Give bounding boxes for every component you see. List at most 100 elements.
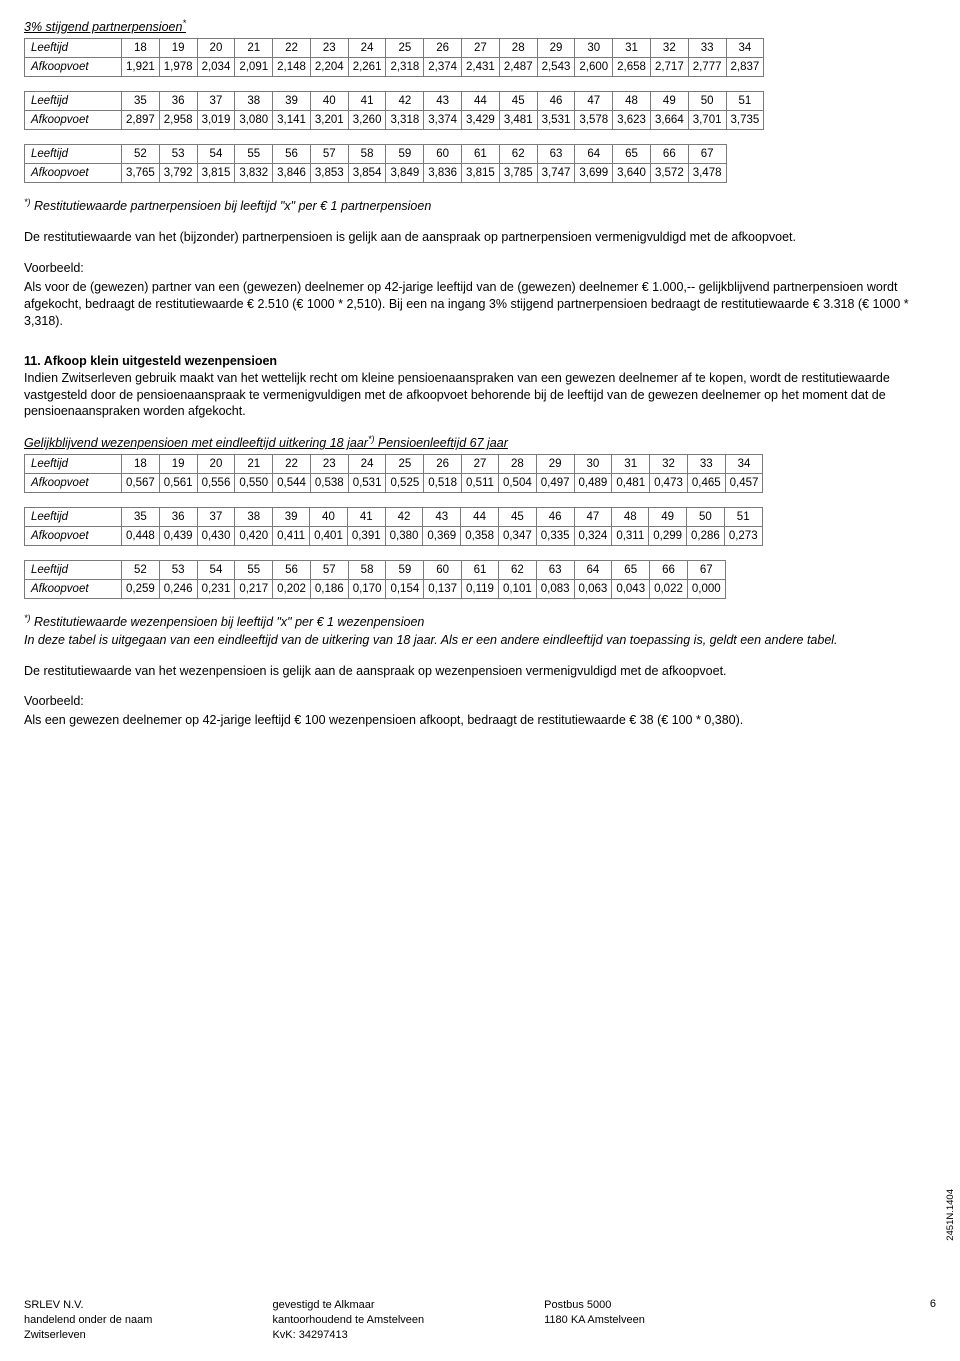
value-cell: 0,497 <box>536 474 574 493</box>
age-cell: 42 <box>386 92 424 111</box>
age-cell: 31 <box>613 39 651 58</box>
age-cell: 57 <box>310 145 348 164</box>
partner-footnote: *) Restitutiewaarde partnerpensioen bij … <box>24 197 936 213</box>
page-number: 6 <box>930 1298 936 1310</box>
data-table: Leeftijd18192021222324252627282930313233… <box>24 454 763 493</box>
data-table: Leeftijd35363738394041424344454647484950… <box>24 507 763 546</box>
partner-footnote-sup: *) <box>24 197 31 207</box>
wezen-tables-container: Leeftijd18192021222324252627282930313233… <box>24 454 936 599</box>
wezen-heading-text: Gelijkblijvend wezenpensioen met eindlee… <box>24 436 368 450</box>
value-cell: 3,701 <box>688 111 726 130</box>
value-cell: 0,556 <box>197 474 235 493</box>
value-cell: 0,299 <box>649 527 687 546</box>
value-cell: 2,374 <box>424 58 462 77</box>
value-cell: 2,204 <box>310 58 348 77</box>
age-cell: 28 <box>498 455 536 474</box>
age-cell: 48 <box>613 92 651 111</box>
age-cell: 46 <box>536 508 574 527</box>
age-cell: 43 <box>424 92 462 111</box>
value-cell: 0,439 <box>159 527 197 546</box>
age-cell: 67 <box>687 561 725 580</box>
value-cell: 0,246 <box>159 580 197 599</box>
age-cell: 52 <box>122 145 160 164</box>
age-cell: 23 <box>310 455 348 474</box>
age-cell: 23 <box>310 39 348 58</box>
age-cell: 59 <box>386 145 424 164</box>
data-table: Leeftijd52535455565758596061626364656667… <box>24 560 726 599</box>
footer-c3-l1: Postbus 5000 <box>544 1298 645 1313</box>
age-cell: 18 <box>122 455 160 474</box>
value-cell: 3,664 <box>650 111 688 130</box>
footer-c3-l2: 1180 KA Amstelveen <box>544 1313 645 1328</box>
value-cell: 3,623 <box>613 111 651 130</box>
value-cell: 0,273 <box>724 527 762 546</box>
age-cell: 58 <box>348 561 386 580</box>
age-cell: 40 <box>310 508 348 527</box>
age-cell: 66 <box>650 145 688 164</box>
value-cell: 3,832 <box>235 164 273 183</box>
age-cell: 31 <box>612 455 650 474</box>
row-label-age: Leeftijd <box>25 561 122 580</box>
age-cell: 25 <box>386 39 424 58</box>
age-cell: 32 <box>650 455 688 474</box>
row-label-value: Afkoopvoet <box>25 580 122 599</box>
value-cell: 0,550 <box>235 474 273 493</box>
age-cell: 19 <box>159 455 197 474</box>
value-cell: 3,019 <box>197 111 235 130</box>
value-cell: 3,318 <box>386 111 424 130</box>
value-cell: 3,747 <box>537 164 575 183</box>
value-cell: 3,572 <box>650 164 688 183</box>
age-cell: 64 <box>575 145 613 164</box>
value-cell: 0,473 <box>650 474 688 493</box>
value-cell: 2,600 <box>575 58 613 77</box>
value-cell: 3,815 <box>462 164 500 183</box>
age-cell: 39 <box>273 92 311 111</box>
age-cell: 29 <box>536 455 574 474</box>
age-cell: 65 <box>613 145 651 164</box>
value-cell: 0,430 <box>197 527 235 546</box>
wezen-footnote: *) Restitutiewaarde wezenpensioen bij le… <box>24 613 936 629</box>
age-cell: 65 <box>612 561 650 580</box>
value-cell: 0,231 <box>197 580 235 599</box>
age-cell: 35 <box>122 508 160 527</box>
value-cell: 0,544 <box>273 474 311 493</box>
value-cell: 2,543 <box>537 58 575 77</box>
age-cell: 36 <box>159 508 197 527</box>
age-cell: 63 <box>536 561 574 580</box>
wezen-footnote-2: In deze tabel is uitgegaan van een eindl… <box>24 632 936 649</box>
row-label-age: Leeftijd <box>25 39 122 58</box>
value-cell: 0,311 <box>612 527 649 546</box>
value-cell: 0,525 <box>386 474 424 493</box>
footer-c2-l3: KvK: 34297413 <box>272 1328 424 1343</box>
value-cell: 2,777 <box>688 58 726 77</box>
age-cell: 52 <box>122 561 160 580</box>
value-cell: 3,640 <box>613 164 651 183</box>
value-cell: 0,369 <box>423 527 461 546</box>
age-cell: 32 <box>650 39 688 58</box>
wezen-paragraph-2: Als een gewezen deelnemer op 42-jarige l… <box>24 712 936 729</box>
age-cell: 34 <box>725 455 763 474</box>
row-label-age: Leeftijd <box>25 455 122 474</box>
value-cell: 3,478 <box>688 164 726 183</box>
row-label-value: Afkoopvoet <box>25 474 122 493</box>
data-table: Leeftijd18192021222324252627282930313233… <box>24 38 764 77</box>
age-cell: 54 <box>197 145 235 164</box>
value-cell: 3,201 <box>310 111 348 130</box>
value-cell: 2,318 <box>386 58 424 77</box>
value-cell: 0,391 <box>347 527 385 546</box>
value-cell: 3,785 <box>499 164 537 183</box>
value-cell: 0,063 <box>574 580 612 599</box>
row-label-value: Afkoopvoet <box>25 111 122 130</box>
value-cell: 0,401 <box>310 527 348 546</box>
age-cell: 18 <box>122 39 160 58</box>
value-cell: 0,083 <box>536 580 574 599</box>
age-cell: 43 <box>423 508 461 527</box>
age-cell: 22 <box>273 39 311 58</box>
value-cell: 0,504 <box>498 474 536 493</box>
age-cell: 51 <box>726 92 764 111</box>
footer-c1-l1: SRLEV N.V. <box>24 1298 152 1313</box>
row-label-age: Leeftijd <box>25 145 122 164</box>
value-cell: 0,538 <box>310 474 348 493</box>
footer-c1-l3: Zwitserleven <box>24 1328 152 1343</box>
age-cell: 59 <box>386 561 424 580</box>
